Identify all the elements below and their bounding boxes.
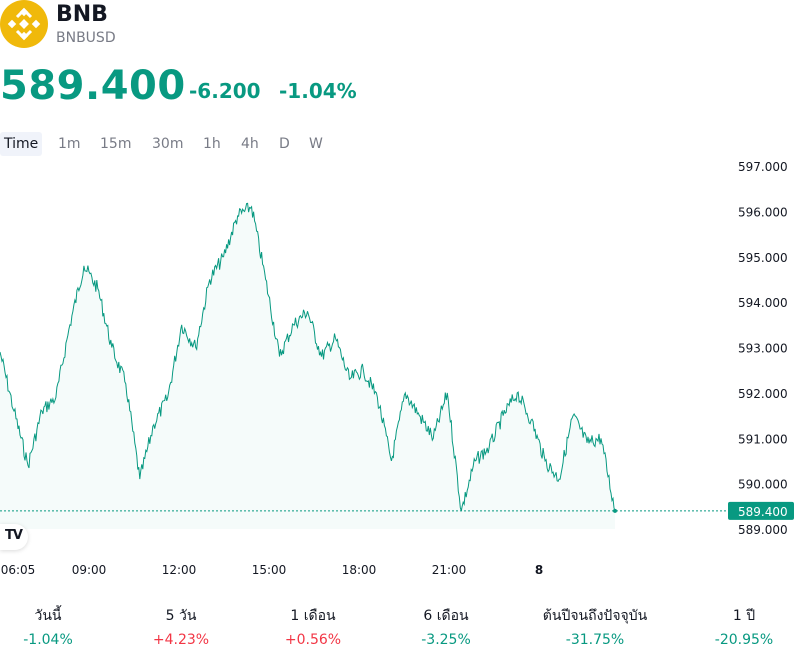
y-axis-tick-label: 589.000	[738, 523, 788, 537]
perf-value: -1.04%	[23, 632, 73, 648]
y-axis-tick-label: 595.000	[738, 251, 788, 265]
x-axis-tick-label: 06:05	[1, 563, 36, 577]
timeframe-30m[interactable]: 30m	[152, 136, 184, 152]
perf-5-days[interactable]: 5 วัน +4.23%	[116, 606, 246, 650]
y-axis-tick-label: 594.000	[738, 296, 788, 310]
binance-logo-icon	[0, 0, 48, 48]
perf-today[interactable]: วันนี้ -1.04%	[0, 606, 113, 650]
perf-value: -31.75%	[565, 632, 625, 648]
y-axis-tick-label: 596.000	[738, 205, 788, 219]
x-axis-tick-label: 8	[535, 563, 543, 577]
price-row: 589.400 -6.200 -1.04%	[0, 62, 800, 112]
x-axis-tick-label: 21:00	[432, 563, 467, 577]
perf-1-month[interactable]: 1 เดือน +0.56%	[248, 606, 378, 650]
timeframe-w[interactable]: W	[309, 136, 323, 152]
perf-ytd[interactable]: ต้นปีจนถึงปัจจุบัน -31.75%	[530, 606, 660, 650]
last-price: 589.400	[0, 63, 186, 109]
price-chart[interactable]: 597.000 596.000 595.000 594.000 593.000 592.0…	[0, 156, 800, 586]
price-chart-svg[interactable]: 597.000 596.000 595.000 594.000 593.000 592.0…	[0, 156, 800, 586]
timeframe-selector: Time 1m 15m 30m 1h 4h D W	[0, 132, 800, 156]
timeframe-15m[interactable]: 15m	[100, 136, 132, 152]
x-axis-tick-label: 18:00	[342, 563, 377, 577]
timeframe-time[interactable]: Time	[0, 132, 43, 156]
perf-label: 5 วัน	[165, 608, 197, 624]
perf-1-year[interactable]: 1 ปี -20.95%	[679, 606, 800, 650]
performance-row: วันนี้ -1.04% 5 วัน +4.23% 1 เดือน +0.56…	[0, 606, 800, 666]
perf-value: -3.25%	[421, 632, 471, 648]
y-axis-tick-label: 593.000	[738, 342, 788, 356]
price-change: -6.200	[189, 79, 261, 103]
perf-label: 6 เดือน	[423, 608, 469, 624]
y-axis-tick-label: 597.000	[738, 160, 788, 174]
last-price-dot	[613, 508, 617, 513]
symbol-ticker: BNBUSD	[56, 30, 116, 46]
timeframe-d[interactable]: D	[279, 136, 290, 152]
perf-label: 1 เดือน	[290, 608, 336, 624]
y-axis-tick-label: 590.000	[738, 478, 788, 492]
y-axis-tick-label: 592.000	[738, 387, 788, 401]
perf-label: วันนี้	[34, 608, 62, 624]
perf-value: -20.95%	[714, 632, 774, 648]
x-axis-tick-label: 09:00	[72, 563, 107, 577]
perf-label: 1 ปี	[732, 608, 756, 624]
x-axis-tick-label: 15:00	[252, 563, 287, 577]
tradingview-logo-text: TV	[5, 528, 23, 543]
perf-label: ต้นปีจนถึงปัจจุบัน	[542, 608, 648, 624]
perf-value: +4.23%	[152, 632, 210, 648]
last-price-badge-label: 589.400	[738, 505, 788, 519]
timeframe-4h[interactable]: 4h	[241, 136, 259, 152]
symbol-header: BNB BNBUSD	[0, 0, 800, 60]
tradingview-logo-icon[interactable]: TV	[0, 524, 28, 550]
price-area-fill	[0, 203, 615, 530]
price-change-percent: -1.04%	[279, 79, 357, 103]
price-line	[0, 202, 616, 512]
timeframe-1h[interactable]: 1h	[203, 136, 221, 152]
timeframe-1m[interactable]: 1m	[58, 136, 81, 152]
last-price-badge	[728, 501, 794, 520]
perf-6-months[interactable]: 6 เดือน -3.25%	[381, 606, 511, 650]
symbol-name: BNB	[56, 2, 108, 27]
x-axis-tick-label: 12:00	[162, 563, 197, 577]
y-axis-tick-label: 591.000	[738, 432, 788, 446]
perf-value: +0.56%	[284, 632, 342, 648]
